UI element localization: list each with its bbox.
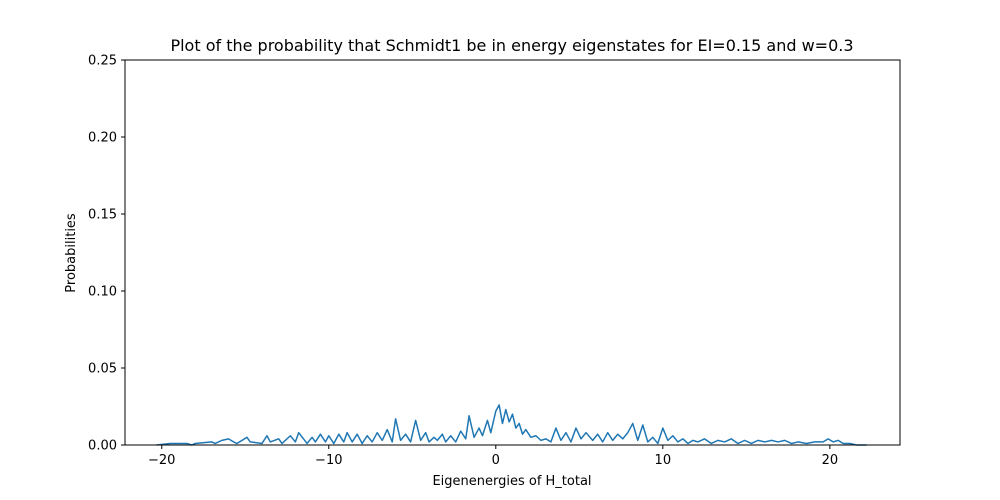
axes-frame xyxy=(124,59,901,446)
x-tick-label: 0 xyxy=(492,453,500,468)
x-axis-label: Eigenenergies of H_total xyxy=(432,474,591,489)
y-axis-label: Probabilities xyxy=(64,213,79,293)
chart-title: Plot of the probability that Schmidt1 be… xyxy=(170,36,853,55)
y-tick-label: 0.00 xyxy=(88,439,117,454)
y-tick-label: 0.05 xyxy=(88,362,117,377)
y-axis: 0.00 0.05 0.10 0.15 0.20 0.25 xyxy=(88,54,125,454)
x-tick-label: −20 xyxy=(148,453,175,468)
y-tick-label: 0.20 xyxy=(88,131,117,146)
y-tick-label: 0.15 xyxy=(88,208,117,223)
x-tick-label: 20 xyxy=(822,453,839,468)
x-tick-label: 10 xyxy=(655,453,672,468)
y-tick-label: 0.25 xyxy=(88,54,117,69)
x-tick-label: −10 xyxy=(315,453,342,468)
y-tick-label: 0.10 xyxy=(88,285,117,300)
x-axis: −20 −10 0 10 20 xyxy=(148,445,838,468)
plot-area xyxy=(156,404,867,446)
series-line-0 xyxy=(156,404,867,446)
